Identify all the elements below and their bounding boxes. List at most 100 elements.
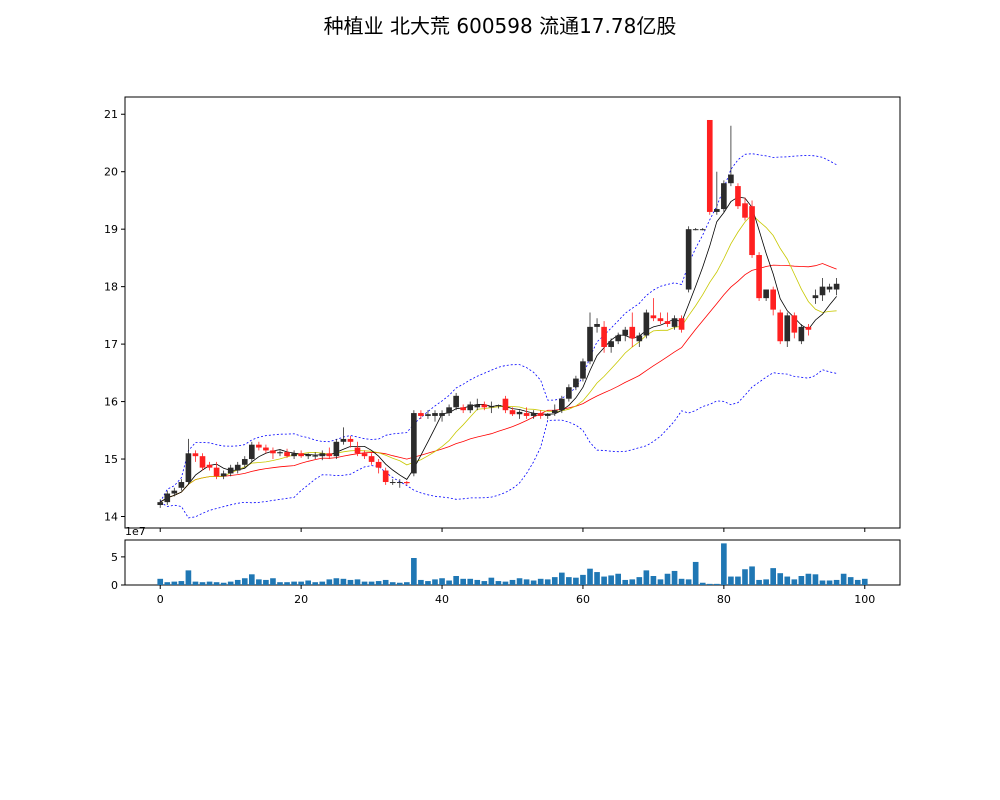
volume-bar <box>812 574 819 585</box>
volume-offset-label: 1e7 <box>125 525 146 538</box>
volume-bar <box>791 579 798 585</box>
candle-body <box>284 452 290 457</box>
candle-body <box>601 326 607 347</box>
volume-bar <box>798 576 805 585</box>
volume-bar <box>432 579 438 585</box>
volume-bar <box>305 580 311 585</box>
candle-body <box>298 453 304 457</box>
candle-body <box>812 295 819 299</box>
volume-bar <box>509 579 516 585</box>
candle-body <box>608 341 614 347</box>
volume-bar <box>615 573 621 585</box>
volume-bar <box>277 582 283 585</box>
volume-bar <box>164 582 171 585</box>
candle-body <box>728 174 734 184</box>
volume-bar <box>361 581 368 585</box>
volume-bar <box>622 579 629 585</box>
volume-bar <box>699 582 706 585</box>
volume-bar <box>805 573 812 585</box>
candle-body <box>580 361 586 379</box>
volume-bar <box>340 578 347 585</box>
y-tick-label: 20 <box>104 166 118 179</box>
volume-bar <box>530 580 537 585</box>
volume-bar <box>861 578 868 585</box>
volume-bar <box>453 576 459 585</box>
candle-body <box>636 335 643 342</box>
volume-bar <box>756 579 762 585</box>
candle-body <box>559 398 565 411</box>
candle-body <box>270 450 276 454</box>
volume-bar <box>580 574 586 585</box>
volume-y-tick-label: 5 <box>111 551 118 564</box>
volume-bar <box>594 572 600 585</box>
volume-bar <box>643 570 650 585</box>
y-tick-label: 17 <box>104 338 118 351</box>
volume-bar <box>587 568 593 585</box>
candle-body <box>784 315 791 342</box>
candle-body <box>157 502 164 506</box>
volume-bar <box>777 573 784 585</box>
candle-body <box>819 286 826 296</box>
candle-body <box>685 229 692 290</box>
candle-body <box>714 209 720 212</box>
y-tick-label: 21 <box>104 108 118 121</box>
candle-body <box>678 318 685 330</box>
candle-body <box>227 467 234 474</box>
x-tick-label: 60 <box>576 593 590 606</box>
volume-bar <box>833 579 840 585</box>
candle-body <box>749 206 755 256</box>
volume-bar <box>573 577 579 585</box>
volume-bar <box>284 582 290 585</box>
volume-bar <box>404 582 410 585</box>
volume-bar <box>488 577 495 585</box>
volume-bar <box>270 578 276 585</box>
candle-body <box>368 456 375 462</box>
candle-body <box>199 456 206 468</box>
x-tick-label: 20 <box>294 593 308 606</box>
volume-bar <box>192 581 199 585</box>
y-tick-label: 15 <box>104 453 118 466</box>
candle-body <box>185 453 192 483</box>
candle-body <box>439 413 445 416</box>
volume-bar <box>389 582 396 585</box>
volume-bar <box>721 543 727 585</box>
volume-bars <box>157 543 868 585</box>
candle-body <box>249 444 255 460</box>
candle-body <box>460 407 466 411</box>
y-tick-label: 16 <box>104 396 118 409</box>
candle-body <box>411 413 417 474</box>
candle-body <box>432 413 438 416</box>
volume-bar <box>523 579 530 585</box>
volume-bar <box>411 558 417 585</box>
candle-body <box>319 453 326 457</box>
volume-bar <box>601 576 607 585</box>
volume-bar <box>326 579 333 585</box>
candle-body <box>615 335 621 342</box>
volume-bar <box>446 580 452 585</box>
candle-body <box>396 482 403 484</box>
candle-body <box>573 378 579 388</box>
ma10-line <box>159 213 837 503</box>
volume-bar <box>537 578 544 585</box>
candle-body <box>220 473 227 477</box>
candle-body <box>340 438 347 442</box>
volume-panel: 05 0 20 40 60 80 100 1e7 <box>111 525 901 606</box>
candle-body <box>791 315 798 333</box>
candle-body <box>777 312 784 342</box>
volume-bar <box>234 579 241 585</box>
candle-body <box>425 414 431 416</box>
volume-bar <box>692 561 699 585</box>
candle-body <box>467 404 474 411</box>
price-x-ticks <box>159 528 866 532</box>
candle-body <box>643 312 650 336</box>
x-tick-label: 40 <box>435 593 449 606</box>
volume-bar <box>671 570 678 585</box>
volume-bar <box>220 582 227 585</box>
volume-bar <box>714 583 720 585</box>
x-tick-label: 100 <box>854 593 875 606</box>
volume-bar <box>854 579 861 585</box>
x-tick-label: 0 <box>157 593 164 606</box>
volume-bar <box>263 579 269 585</box>
volume-bar <box>566 577 572 585</box>
volume-bar <box>728 576 734 585</box>
